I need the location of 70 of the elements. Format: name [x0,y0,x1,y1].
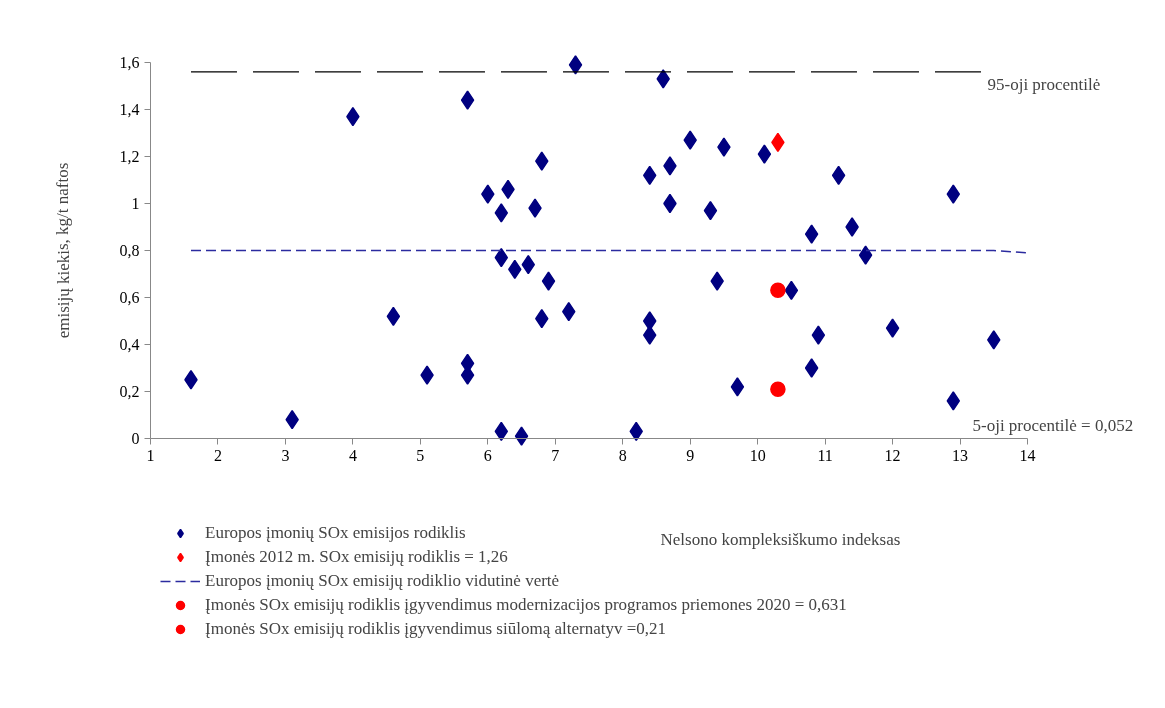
y-tick-label: 1,6 [119,54,140,71]
point [703,200,718,221]
y-tick-label: 1,2 [119,148,140,165]
y-tick-label: 0,8 [119,242,140,259]
x-tick-label: 8 [618,446,627,464]
y-tick-label: 1 [131,195,140,212]
y-tick-label: 0 [131,430,140,447]
x-tick-label: 9 [686,446,695,464]
point [663,156,677,176]
point [460,90,475,110]
point [514,426,529,446]
point [521,254,536,275]
point [535,151,549,171]
legend-label: Europos įmonių SOx emisijos rodiklis [205,522,466,544]
point [386,306,401,327]
x-tick-label: 13 [952,446,969,464]
legend-label: Įmonės SOx emisijų rodiklis įgyvendimus siūlomą alternatyv =0,21 [205,618,666,640]
x-tick-label: 2 [213,446,222,464]
x-tick-label: 1 [146,446,155,464]
point [494,247,509,268]
point [494,203,509,223]
point [710,271,724,291]
legend-label: Įmonės SOx emisijų rodiklis įgyvendimus modernizacijos programos priemones 2020 = 0,631 [205,594,847,616]
annotation: 5-oji procentilė = 0,052 [972,415,1134,435]
y-tick-label: 0,6 [119,289,140,306]
point [770,282,786,298]
legend-label: Europos įmonių SOx emisijų rodiklio vidutinė vertė [205,570,560,592]
point [730,377,745,397]
x-tick-label: 5 [416,446,425,464]
point [811,325,826,345]
point [946,391,961,411]
point [656,69,670,89]
point [494,421,509,442]
ref-line-label: 95-oji procentilė [987,74,1101,94]
y-tick-label: 0,2 [119,383,140,400]
point [717,137,731,157]
point [784,280,799,301]
point [568,55,583,75]
point [184,370,198,390]
point [481,184,495,204]
y-tick-label: 1,4 [119,101,140,118]
legend-label: Įmonės 2012 m. SOx emisijų rodiklis = 1,26 [205,546,508,568]
point [642,325,657,345]
x-tick-label: 4 [348,446,357,464]
point [885,318,900,338]
point [528,198,542,218]
x-tick-label: 6 [483,446,492,464]
point [804,358,819,378]
x-tick-label: 12 [884,446,901,464]
x-axis-title: Nelsono kompleksiškumo indeksas [660,529,901,549]
y-axis-title: emisijų kiekis, kg/t naftos [53,162,73,339]
x-tick-label: 3 [281,446,290,464]
point [946,184,961,204]
y-tick-label: 0,4 [119,336,140,353]
point [804,224,819,244]
point [541,271,556,291]
point [831,165,846,186]
x-tick-label: 14 [1019,446,1036,464]
point [770,381,786,397]
point [858,245,873,265]
point [420,365,434,385]
x-tick-label: 10 [749,446,766,464]
point [845,217,859,237]
point [757,144,772,164]
point [642,165,657,186]
point [642,311,657,331]
x-tick-label: 7 [551,446,560,464]
x-tick-label: 11 [817,446,833,464]
point [683,130,697,150]
point [987,330,1001,350]
